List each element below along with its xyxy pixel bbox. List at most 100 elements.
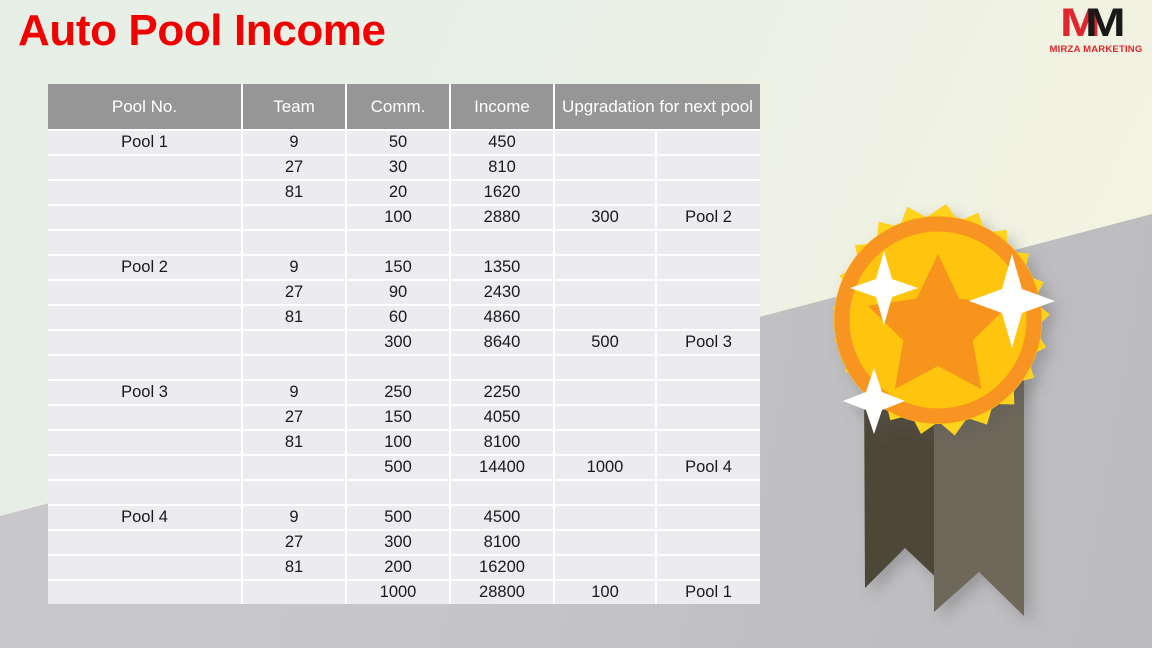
cell-team: 9: [242, 380, 347, 406]
cell-upgrade-amount: [554, 180, 657, 206]
cell-income: 8100: [450, 530, 555, 556]
table-total-row: 500 14400 1000 Pool 4: [48, 455, 760, 481]
cell-comm: 150: [346, 405, 451, 431]
cell-upgrade-amount: 300: [554, 205, 657, 231]
cell-spacer: [554, 355, 657, 381]
cell-income: 4500: [450, 505, 555, 531]
cell-pool-name: [48, 530, 243, 556]
cell-spacer: [450, 480, 555, 506]
logo-letter-black: M: [1085, 1, 1126, 45]
badge-starburst: [832, 204, 1055, 436]
table-row: Pool 2 9 150 1350: [48, 255, 760, 281]
sparkle-top-left: [850, 251, 918, 325]
cell-team: [242, 330, 347, 356]
cell-pool-name: [48, 330, 243, 356]
cell-upgrade-amount: 500: [554, 330, 657, 356]
table-row: Pool 1 9 50 450: [48, 130, 760, 156]
cell-team: 27: [242, 530, 347, 556]
table-spacer-row: [48, 355, 760, 381]
cell-comm: 50: [346, 130, 451, 156]
cell-upgrade-amount: [554, 405, 657, 431]
cell-pool-name: Pool 4: [48, 505, 243, 531]
col-header-team: Team: [242, 84, 347, 131]
cell-upgrade-amount: [554, 530, 657, 556]
cell-income: 4860: [450, 305, 555, 331]
cell-spacer: [242, 230, 347, 256]
cell-comm: 150: [346, 255, 451, 281]
cell-comm: 250: [346, 380, 451, 406]
cell-income: 2430: [450, 280, 555, 306]
cell-team: 27: [242, 405, 347, 431]
cell-team: 81: [242, 305, 347, 331]
cell-spacer: [242, 355, 347, 381]
table-header-row: Pool No. Team Comm. Income Upgradation f…: [48, 84, 760, 131]
cell-upgrade-pool: Pool 4: [656, 455, 760, 481]
cell-upgrade-amount: [554, 430, 657, 456]
cell-upgrade-amount: [554, 305, 657, 331]
logo-marks: M M: [1044, 1, 1148, 45]
cell-spacer: [656, 355, 760, 381]
cell-spacer: [450, 230, 555, 256]
cell-upgrade-amount: [554, 155, 657, 181]
cell-pool-name: Pool 3: [48, 380, 243, 406]
logo-letter-red: M: [1060, 1, 1101, 45]
cell-comm: 200: [346, 555, 451, 581]
cell-total-comm: 1000: [346, 580, 451, 604]
cell-team: 9: [242, 130, 347, 156]
cell-upgrade-amount: [554, 555, 657, 581]
cell-upgrade-amount: [554, 380, 657, 406]
cell-upgrade-amount: 1000: [554, 455, 657, 481]
table-spacer-row: [48, 230, 760, 256]
table-row: 27 150 4050: [48, 405, 760, 431]
cell-pool-name: Pool 1: [48, 130, 243, 156]
cell-income: 4050: [450, 405, 555, 431]
cell-pool-name: [48, 555, 243, 581]
col-header-pool-no: Pool No.: [48, 84, 243, 131]
table-row: 81 60 4860: [48, 305, 760, 331]
cell-upgrade-amount: 100: [554, 580, 657, 604]
cell-pool-name: [48, 405, 243, 431]
cell-upgrade-pool: [656, 430, 760, 456]
cell-comm: 20: [346, 180, 451, 206]
cell-total-comm: 500: [346, 455, 451, 481]
cell-team: 9: [242, 255, 347, 281]
col-header-comm: Comm.: [346, 84, 451, 131]
cell-spacer: [450, 355, 555, 381]
cell-upgrade-pool: [656, 280, 760, 306]
cell-income: 1350: [450, 255, 555, 281]
cell-upgrade-pool: [656, 180, 760, 206]
cell-upgrade-amount: [554, 130, 657, 156]
cell-spacer: [346, 480, 451, 506]
cell-team: [242, 580, 347, 604]
logo-brand-text: MIRZA MARKETING: [1049, 44, 1143, 55]
sparkle-bottom-left: [843, 368, 905, 434]
table-total-row: 100 2880 300 Pool 2: [48, 205, 760, 231]
pool-income-table-container: Pool No. Team Comm. Income Upgradation f…: [48, 84, 760, 604]
cell-team: 81: [242, 555, 347, 581]
table-row: 27 300 8100: [48, 530, 760, 556]
cell-upgrade-pool: Pool 1: [656, 580, 760, 604]
col-header-income: Income: [450, 84, 555, 131]
cell-spacer: [242, 480, 347, 506]
cell-upgrade-pool: Pool 3: [656, 330, 760, 356]
cell-comm: 300: [346, 530, 451, 556]
cell-income: 810: [450, 155, 555, 181]
cell-total-income: 28800: [450, 580, 555, 604]
cell-total-income: 2880: [450, 205, 555, 231]
cell-income: 16200: [450, 555, 555, 581]
cell-total-income: 14400: [450, 455, 555, 481]
table-total-row: 1000 28800 100 Pool 1: [48, 580, 760, 604]
cell-upgrade-pool: [656, 555, 760, 581]
cell-spacer: [48, 230, 243, 256]
col-header-upgradation: Upgradation for next pool: [554, 84, 760, 131]
cell-income: 8100: [450, 430, 555, 456]
cell-total-income: 8640: [450, 330, 555, 356]
cell-team: 81: [242, 430, 347, 456]
cell-upgrade-amount: [554, 255, 657, 281]
cell-upgrade-pool: [656, 305, 760, 331]
cell-team: 27: [242, 155, 347, 181]
table-row: 81 100 8100: [48, 430, 760, 456]
table-row: Pool 4 9 500 4500: [48, 505, 760, 531]
badge-star: [867, 254, 1009, 390]
